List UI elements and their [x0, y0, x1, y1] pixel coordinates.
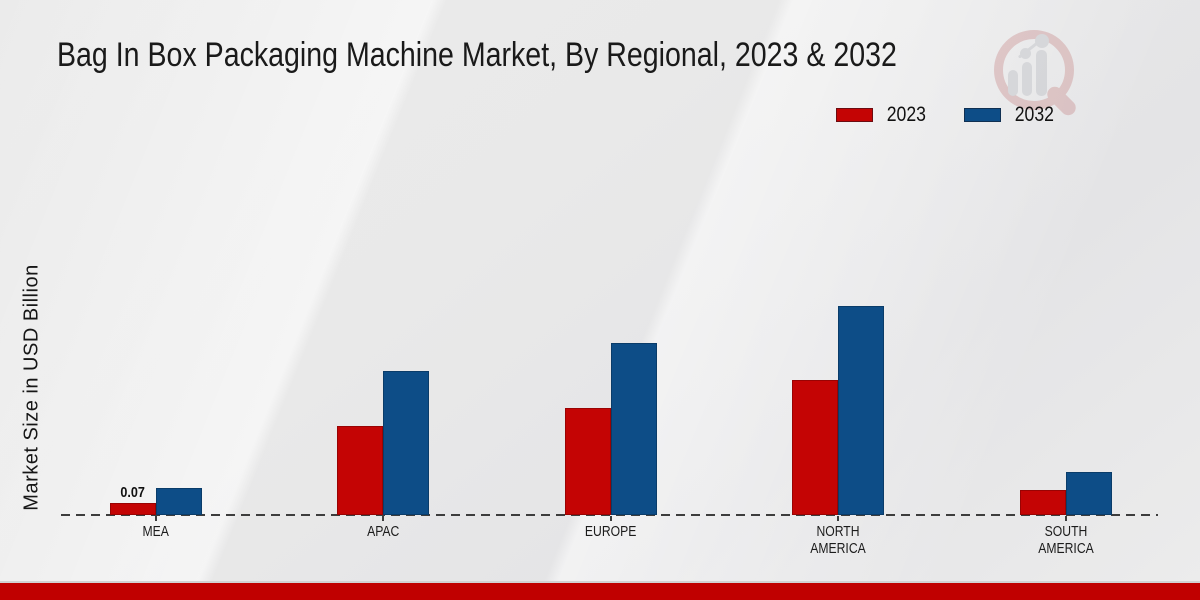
- legend-item-2023: 2023: [836, 103, 930, 127]
- logo-bar-medium: [1022, 62, 1032, 96]
- bar-value-label-text: 0.07: [120, 484, 146, 501]
- x-axis-tick-europe: [609, 516, 612, 521]
- x-tick-label-text: SOUTH AMERICA: [1037, 524, 1094, 557]
- x-tick-label-text: EUROPE: [585, 524, 637, 540]
- bar-2023-north-america: [792, 380, 839, 515]
- legend-label-text: 2032: [1014, 103, 1054, 126]
- x-tick-label-mea: MEA: [96, 524, 216, 541]
- x-tick-label-south-america: SOUTH AMERICA: [1006, 524, 1126, 558]
- x-tick-label-europe: EUROPE: [551, 524, 671, 541]
- x-axis-baseline: [61, 514, 1158, 516]
- bar-2032-north-america: [838, 306, 885, 515]
- x-axis-tick-north-america: [837, 516, 840, 521]
- bar-2032-south-america: [1065, 472, 1112, 515]
- x-axis-tick-south-america: [1064, 516, 1067, 521]
- legend-label-2032: 2032: [1011, 103, 1058, 127]
- logo-bar-small: [1008, 70, 1018, 96]
- legend-swatch-2023: [836, 108, 873, 122]
- bar-2023-south-america: [1019, 490, 1066, 515]
- x-tick-label-text: NORTH AMERICA: [810, 524, 866, 557]
- chart-title-text: Bag In Box Packaging Machine Market, By …: [57, 36, 897, 74]
- x-tick-label-north-america: NORTH AMERICA: [778, 524, 898, 558]
- x-axis-tick-mea: [155, 516, 157, 521]
- bar-2023-europe: [564, 408, 611, 515]
- bar-2023-apac: [337, 426, 384, 515]
- x-tick-label-text: APAC: [367, 524, 400, 540]
- magnifier-ring-icon: [994, 30, 1074, 110]
- logo-dot-small: [1020, 48, 1031, 59]
- bar-2023-mea: [110, 503, 156, 515]
- x-axis-tick-apac: [382, 516, 385, 521]
- chart-title: Bag In Box Packaging Machine Market, By …: [57, 36, 1057, 75]
- legend: 2023 2032: [836, 103, 1057, 127]
- logo-bar-large: [1036, 50, 1047, 96]
- footer-accent-bar: [0, 581, 1200, 600]
- logo-dot-large: [1035, 34, 1049, 48]
- bar-value-label: 0.07: [101, 484, 165, 501]
- x-tick-label-apac: APAC: [323, 524, 443, 541]
- bar-2032-apac: [383, 371, 430, 515]
- legend-label-2023: 2023: [883, 103, 930, 127]
- bar-2032-europe: [610, 343, 657, 515]
- mrfr-logo-watermark: [986, 22, 1098, 124]
- bar-2032-mea: [156, 488, 202, 515]
- x-tick-label-text: MEA: [142, 524, 170, 540]
- legend-label-text: 2023: [886, 103, 926, 126]
- legend-swatch-2032: [963, 108, 1001, 122]
- legend-item-2032: 2032: [963, 103, 1058, 127]
